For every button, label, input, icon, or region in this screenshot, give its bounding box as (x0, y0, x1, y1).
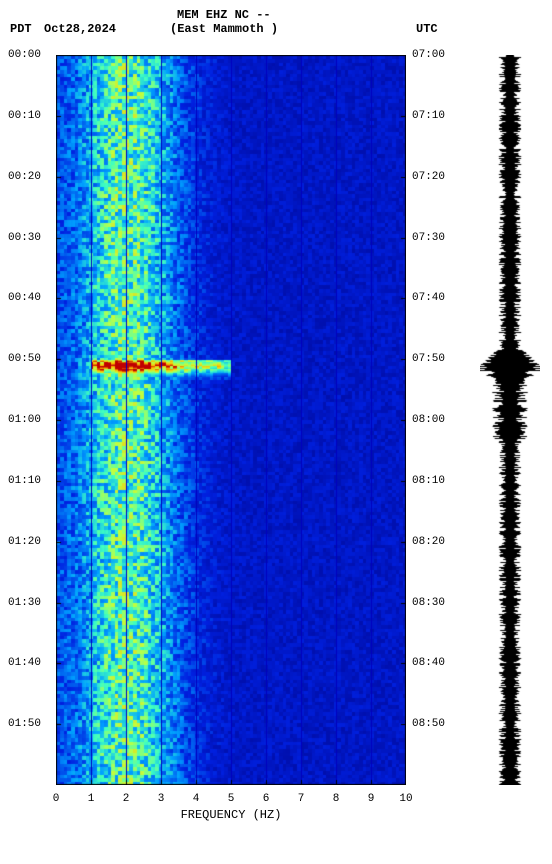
freq-tick: 1 (88, 793, 95, 805)
header: PDT Oct28,2024 MEM EHZ NC -- (East Mammo… (0, 0, 552, 45)
station-line1: MEM EHZ NC -- (177, 8, 271, 22)
time-tick: 08:50 (412, 718, 445, 730)
frequency-axis: 012345678910 FREQUENCY (HZ) (56, 790, 406, 830)
time-tick: 00:20 (8, 171, 41, 183)
freq-tick: 10 (399, 793, 412, 805)
time-tick: 00:00 (8, 49, 41, 61)
time-tick: 08:30 (412, 597, 445, 609)
time-tick: 01:10 (8, 475, 41, 487)
time-tick: 07:00 (412, 49, 445, 61)
time-tick: 08:00 (412, 414, 445, 426)
time-tick: 00:40 (8, 292, 41, 304)
tz-left-label: PDT (10, 22, 32, 36)
time-tick: 08:40 (412, 657, 445, 669)
time-tick: 01:00 (8, 414, 41, 426)
time-tick: 01:20 (8, 536, 41, 548)
time-tick: 00:30 (8, 232, 41, 244)
time-tick: 08:20 (412, 536, 445, 548)
freq-tick: 8 (333, 793, 340, 805)
time-tick: 07:30 (412, 232, 445, 244)
time-tick: 01:50 (8, 718, 41, 730)
station-line2: (East Mammoth ) (170, 22, 278, 36)
waveform-canvas (480, 55, 540, 785)
time-tick: 07:40 (412, 292, 445, 304)
spectrogram-canvas (56, 55, 406, 785)
date-label: Oct28,2024 (44, 22, 116, 36)
freq-tick: 5 (228, 793, 235, 805)
spectrogram-plot (56, 55, 406, 785)
time-tick: 00:10 (8, 110, 41, 122)
freq-tick: 2 (123, 793, 130, 805)
time-tick: 07:50 (412, 353, 445, 365)
freq-tick: 4 (193, 793, 200, 805)
time-tick: 08:10 (412, 475, 445, 487)
x-axis-label: FREQUENCY (HZ) (56, 808, 406, 822)
right-time-axis: 07:0007:1007:2007:3007:4007:5008:0008:10… (412, 55, 457, 785)
time-tick: 07:20 (412, 171, 445, 183)
left-time-axis: 00:0000:1000:2000:3000:4000:5001:0001:10… (8, 55, 53, 785)
freq-tick: 6 (263, 793, 270, 805)
time-tick: 07:10 (412, 110, 445, 122)
tz-right-label: UTC (416, 22, 438, 36)
time-tick: 00:50 (8, 353, 41, 365)
time-tick: 01:40 (8, 657, 41, 669)
waveform-plot (480, 55, 540, 785)
time-tick: 01:30 (8, 597, 41, 609)
freq-tick: 0 (53, 793, 60, 805)
freq-tick: 3 (158, 793, 165, 805)
freq-tick: 7 (298, 793, 305, 805)
freq-tick: 9 (368, 793, 375, 805)
